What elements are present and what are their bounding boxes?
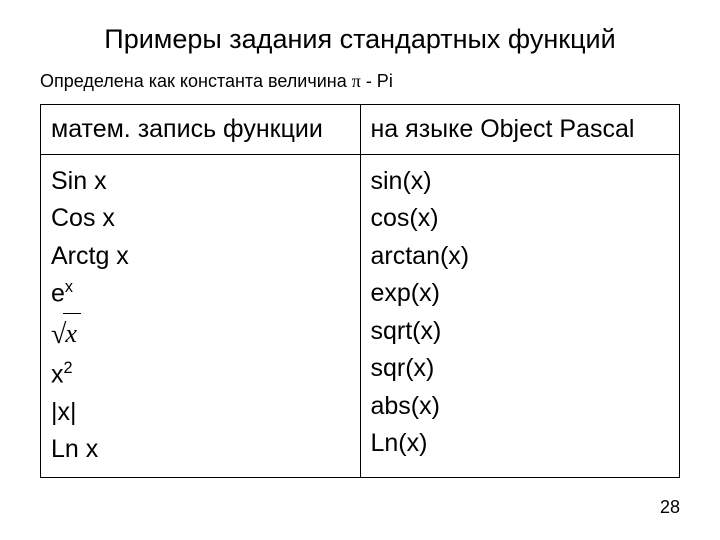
subtitle-suffix: - Pi (361, 71, 393, 91)
math-arctg: Arctg x (51, 238, 350, 276)
pascal-exp: exp(x) (371, 275, 670, 313)
math-abs: |x| (51, 394, 350, 432)
pascal-sqr: sqr(x) (371, 350, 670, 388)
pascal-abs: abs(x) (371, 388, 670, 426)
math-exp: ex (51, 275, 350, 313)
header-math: матем. запись функции (41, 105, 361, 155)
math-ln: Ln x (51, 431, 350, 469)
pascal-sqrt: sqrt(x) (371, 313, 670, 351)
math-sin: Sin x (51, 163, 350, 201)
math-sqrt: √x (51, 313, 350, 356)
header-pascal: на языке Object Pascal (360, 105, 680, 155)
subtitle-prefix: Определена как константа величина (40, 71, 352, 91)
pascal-sin: sin(x) (371, 163, 670, 201)
functions-table: матем. запись функции на языке Object Pa… (40, 104, 680, 478)
math-sqr: x2 (51, 356, 350, 394)
pascal-cos: cos(x) (371, 200, 670, 238)
pascal-cell: sin(x) cos(x) arctan(x) exp(x) sqrt(x) s… (360, 154, 680, 477)
table-row: Sin x Cos x Arctg x ex √x x2 |x| Ln x si… (41, 154, 680, 477)
pi-symbol: π (352, 71, 361, 91)
subtitle: Определена как константа величина π - Pi (40, 71, 680, 92)
table-header-row: матем. запись функции на языке Object Pa… (41, 105, 680, 155)
pascal-arctan: arctan(x) (371, 238, 670, 276)
math-cell: Sin x Cos x Arctg x ex √x x2 |x| Ln x (41, 154, 361, 477)
page-title: Примеры задания стандартных функций (40, 24, 680, 55)
pascal-ln: Ln(x) (371, 425, 670, 463)
math-cos: Cos x (51, 200, 350, 238)
page-number: 28 (660, 497, 680, 518)
